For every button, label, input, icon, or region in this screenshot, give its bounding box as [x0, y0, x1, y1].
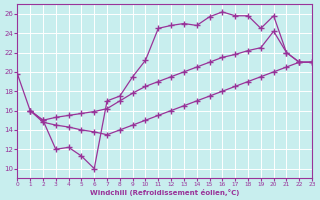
- X-axis label: Windchill (Refroidissement éolien,°C): Windchill (Refroidissement éolien,°C): [90, 189, 239, 196]
